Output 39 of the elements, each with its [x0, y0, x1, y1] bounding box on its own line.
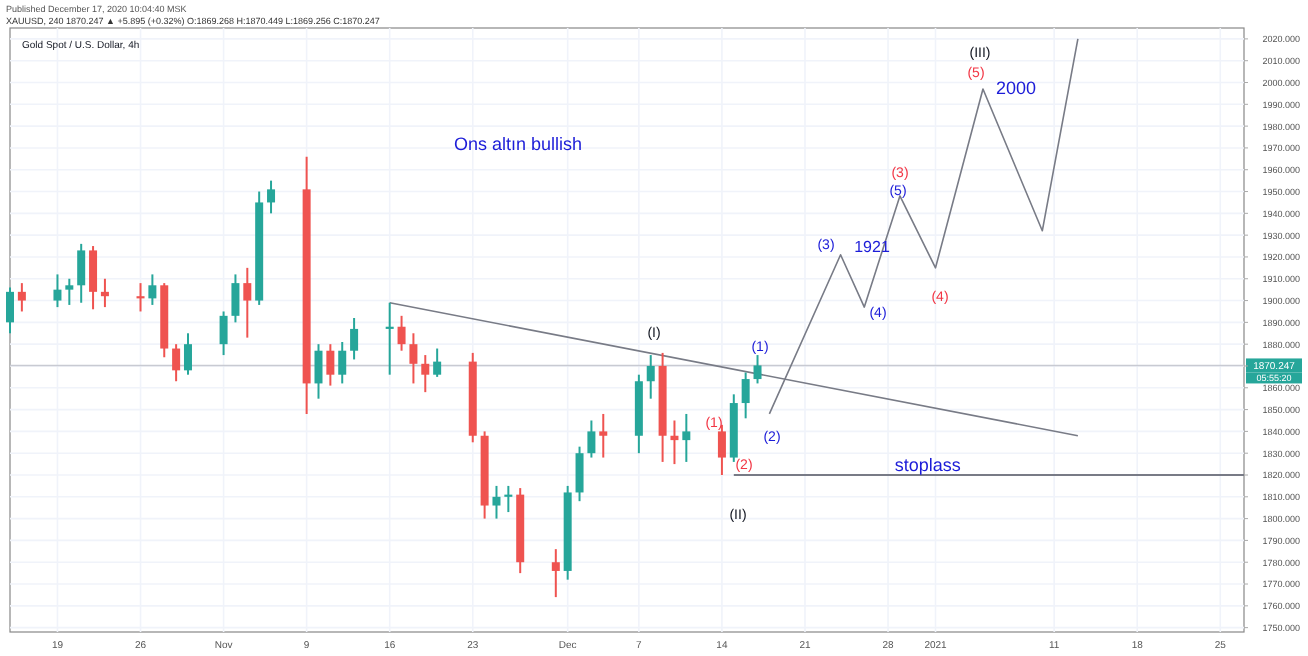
candlestick — [338, 340, 347, 385]
candlestick — [587, 419, 596, 459]
candlestick — [575, 445, 584, 503]
candlestick — [492, 484, 501, 520]
candlestick — [53, 273, 62, 309]
candlestick — [148, 273, 157, 306]
candlestick — [409, 332, 418, 385]
candlestick — [183, 332, 192, 376]
candlestick — [326, 343, 335, 387]
candlestick — [741, 371, 750, 420]
candlestick — [433, 347, 442, 378]
candlestick — [670, 419, 679, 466]
annotation: 2000 — [995, 78, 1037, 99]
ref-line-label: stoplass — [894, 455, 962, 475]
candlestick — [65, 277, 74, 306]
candlestick — [397, 314, 406, 352]
candlestick — [243, 266, 252, 339]
candlestick — [77, 242, 86, 304]
candlestick — [551, 548, 560, 599]
candlestick — [504, 484, 513, 514]
candlestick — [350, 317, 359, 361]
candlestick — [231, 273, 240, 324]
candlestick — [172, 343, 181, 383]
candlestick — [89, 245, 98, 311]
candlestick — [385, 301, 394, 376]
candlestick — [753, 354, 762, 385]
candlestick — [219, 310, 228, 357]
candlestick — [646, 354, 655, 400]
candlestick — [6, 286, 14, 335]
candlestick — [136, 282, 145, 313]
candlestick — [100, 277, 109, 309]
candlestick — [314, 343, 323, 400]
candlestick — [267, 179, 276, 215]
candlestick — [421, 354, 430, 394]
candlestick — [17, 282, 26, 313]
annotation: Ons altın bullish — [453, 134, 583, 155]
candlestick — [682, 412, 691, 463]
candlestick — [599, 412, 608, 459]
annotation: 1921 — [854, 237, 891, 256]
